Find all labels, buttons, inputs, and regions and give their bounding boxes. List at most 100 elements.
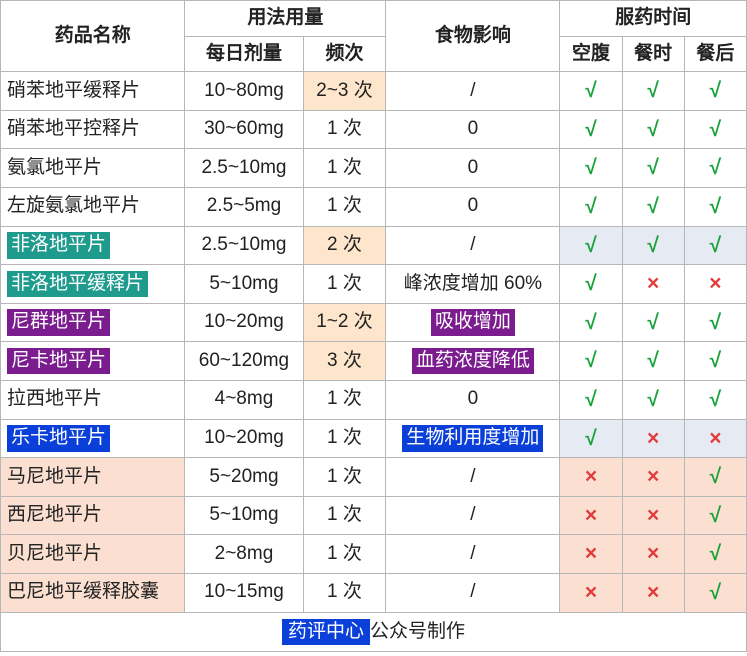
cell-time-empty: √ [560,187,622,226]
check-icon: √ [710,388,722,411]
table-header: 药品名称 用法用量 食物影响 服药时间 每日剂量 频次 空腹 餐时 餐后 [1,1,747,72]
cross-icon: × [709,427,721,450]
cell-drug-name: 西尼地平片 [1,496,185,535]
cell-time-after: √ [684,187,746,226]
drug-name-pill: 非洛地平缓释片 [7,271,148,298]
cell-drug-name: 左旋氨氯地平片 [1,187,185,226]
cross-icon: × [647,272,659,295]
cell-drug-name: 拉西地平片 [1,380,185,419]
check-icon: √ [710,156,722,179]
th-with: 餐时 [622,36,684,72]
table-row: 马尼地平片5~20mg1 次/××√ [1,458,747,497]
table-row: 尼群地平片10~20mg1~2 次吸收增加√√√ [1,303,747,342]
check-icon: √ [647,311,659,334]
cross-icon: × [647,465,659,488]
cell-food-effect: 0 [386,110,560,149]
footer-cell: 药评中心公众号制作 [1,612,747,652]
check-icon: √ [710,234,722,257]
check-icon: √ [647,234,659,257]
th-freq: 频次 [303,36,386,72]
th-food: 食物影响 [386,1,560,72]
cell-time-after: × [684,419,746,458]
cell-dose: 4~8mg [185,380,303,419]
table-row: 拉西地平片4~8mg1 次0√√√ [1,380,747,419]
check-icon: √ [585,156,597,179]
cell-drug-name: 马尼地平片 [1,458,185,497]
cell-time-with: √ [622,380,684,419]
cell-time-with: × [622,573,684,612]
cell-drug-name: 尼群地平片 [1,303,185,342]
table-row: 左旋氨氯地平片2.5~5mg1 次0√√√ [1,187,747,226]
cell-food-effect: 吸收增加 [386,303,560,342]
th-empty: 空腹 [560,36,622,72]
table-row: 巴尼地平缓释胶囊10~15mg1 次/××√ [1,573,747,612]
cross-icon: × [585,465,597,488]
check-icon: √ [710,195,722,218]
check-icon: √ [647,388,659,411]
cell-dose: 10~15mg [185,573,303,612]
check-icon: √ [585,388,597,411]
cell-dose: 10~20mg [185,303,303,342]
cell-time-empty: √ [560,303,622,342]
cell-food-effect: 0 [386,380,560,419]
cell-time-with: × [622,535,684,574]
check-icon: √ [647,79,659,102]
cell-time-empty: √ [560,226,622,265]
cell-frequency: 2~3 次 [303,72,386,111]
cell-drug-name: 硝苯地平控释片 [1,110,185,149]
cell-dose: 2.5~10mg [185,226,303,265]
table-body: 硝苯地平缓释片10~80mg2~3 次/√√√硝苯地平控释片30~60mg1 次… [1,72,747,612]
drug-name-pill: 尼群地平片 [7,309,110,336]
cell-dose: 10~80mg [185,72,303,111]
check-icon: √ [585,427,597,450]
check-icon: √ [647,195,659,218]
th-dose: 每日剂量 [185,36,303,72]
cell-time-empty: × [560,458,622,497]
check-icon: √ [585,195,597,218]
cell-food-effect: / [386,496,560,535]
cell-time-after: √ [684,303,746,342]
cell-dose: 2.5~5mg [185,187,303,226]
cell-food-effect: / [386,573,560,612]
cell-time-with: √ [622,342,684,381]
cell-dose: 5~20mg [185,458,303,497]
cell-frequency: 1 次 [303,110,386,149]
cell-dose: 5~10mg [185,496,303,535]
table-row: 西尼地平片5~10mg1 次/ × × √ [1,496,747,535]
food-effect-pill: 生物利用度增加 [402,425,543,452]
cell-frequency: 1 次 [303,187,386,226]
th-time-group: 服药时间 [560,1,747,37]
cross-icon: × [585,542,597,565]
table-row: 氨氯地平片2.5~10mg1 次0√√√ [1,149,747,188]
check-icon: √ [710,349,722,372]
medication-table: 药品名称 用法用量 食物影响 服药时间 每日剂量 频次 空腹 餐时 餐后 硝苯地… [0,0,747,652]
cell-time-empty: × [560,496,622,535]
cell-frequency: 1 次 [303,535,386,574]
cell-frequency: 3 次 [303,342,386,381]
check-icon: √ [647,156,659,179]
table-row: 贝尼地平片2~8mg1 次/××√ [1,535,747,574]
cell-dose: 2.5~10mg [185,149,303,188]
cross-icon: × [647,504,659,527]
table-row: 非洛地平缓释片5~10mg1 次峰浓度增加 60%√×× [1,265,747,304]
cell-time-empty: √ [560,72,622,111]
cell-frequency: 1 次 [303,496,386,535]
table-row: 尼卡地平片60~120mg3 次血药浓度降低√√√ [1,342,747,381]
drug-name-pill: 乐卡地平片 [7,425,110,452]
food-effect-pill: 吸收增加 [431,309,515,336]
cell-drug-name: 乐卡地平片 [1,419,185,458]
cell-time-with: × [622,419,684,458]
table-row: 非洛地平片2.5~10mg2 次/√√√ [1,226,747,265]
cross-icon: × [585,504,597,527]
check-icon: √ [585,118,597,141]
cell-food-effect: 生物利用度增加 [386,419,560,458]
food-effect-pill: 血药浓度降低 [412,348,534,375]
footer-plain: 公众号制作 [370,621,465,642]
check-icon: √ [585,234,597,257]
cell-time-with: × [622,265,684,304]
cell-dose: 5~10mg [185,265,303,304]
cell-time-with: √ [622,303,684,342]
check-icon: √ [710,581,722,604]
cell-time-after: √ [684,458,746,497]
cell-time-after: √ [684,496,746,535]
